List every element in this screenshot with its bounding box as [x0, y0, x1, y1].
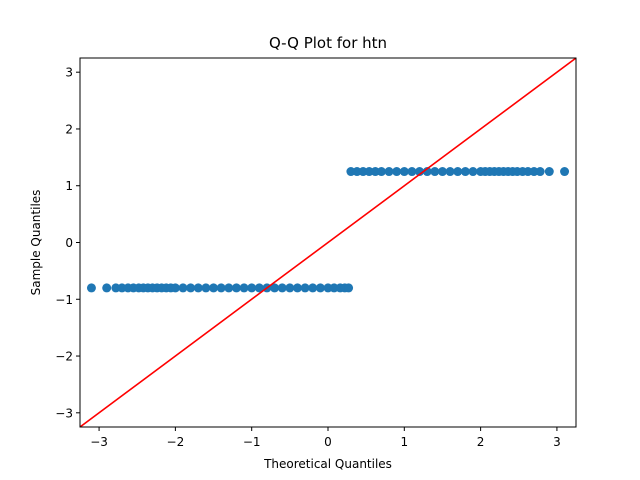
x-tick-label: −3: [90, 435, 108, 449]
qq-point: [170, 283, 180, 293]
qq-point: [468, 167, 478, 177]
y-tick-label: −2: [55, 350, 73, 364]
y-tick-label: −1: [55, 293, 73, 307]
reference-line: [80, 58, 576, 427]
qq-point: [560, 167, 570, 177]
qq-point: [270, 283, 280, 293]
qq-point: [315, 283, 325, 293]
qq-point: [209, 283, 219, 293]
plot-frame: [79, 57, 577, 428]
qq-point: [407, 167, 417, 177]
y-axis-label: Sample Quantiles: [29, 190, 43, 296]
qq-point: [453, 167, 463, 177]
qq-point: [308, 283, 318, 293]
qq-point: [285, 283, 295, 293]
y-tick-label: 3: [65, 66, 73, 80]
y-tick-label: −3: [55, 406, 73, 420]
plot-marks: [80, 58, 576, 427]
qq-point: [392, 167, 402, 177]
qq-point: [102, 283, 112, 293]
y-tick-label: 2: [65, 122, 73, 136]
qq-point: [300, 283, 310, 293]
qq-point: [344, 283, 354, 293]
qq-point: [399, 167, 409, 177]
chart-title: Q-Q Plot for htn: [269, 34, 387, 52]
qq-point: [292, 283, 302, 293]
y-tick-label: 1: [65, 179, 73, 193]
qq-point: [422, 167, 432, 177]
x-tick-label: 1: [400, 435, 408, 449]
qq-point: [535, 167, 545, 177]
qq-point: [201, 283, 211, 293]
qq-point: [445, 167, 455, 177]
qq-point: [437, 167, 447, 177]
x-tick-label: 0: [324, 435, 332, 449]
qq-point: [186, 283, 196, 293]
qq-point: [415, 167, 425, 177]
qq-point: [193, 283, 203, 293]
qq-point: [376, 167, 386, 177]
qq-point: [254, 283, 264, 293]
x-tick-label: 2: [477, 435, 485, 449]
x-tick-label: −1: [243, 435, 261, 449]
qq-point: [460, 167, 470, 177]
qq-point: [224, 283, 234, 293]
x-tick-label: −2: [167, 435, 185, 449]
y-tick-label: 0: [65, 236, 73, 250]
qq-point: [247, 283, 257, 293]
x-tick-label: 3: [553, 435, 561, 449]
qq-point: [239, 283, 249, 293]
qq-point: [277, 283, 287, 293]
qq-point: [430, 167, 440, 177]
axis-ticks: −3 −2 −1 0 1 2 3 −3 −2 −1 0 1 2 3: [55, 66, 560, 449]
qq-point: [216, 283, 226, 293]
qq-point: [86, 283, 96, 293]
qq-point: [544, 167, 554, 177]
qq-point: [231, 283, 241, 293]
x-axis-label: Theoretical Quantiles: [263, 457, 392, 471]
qq-point: [384, 167, 394, 177]
qq-point: [178, 283, 188, 293]
